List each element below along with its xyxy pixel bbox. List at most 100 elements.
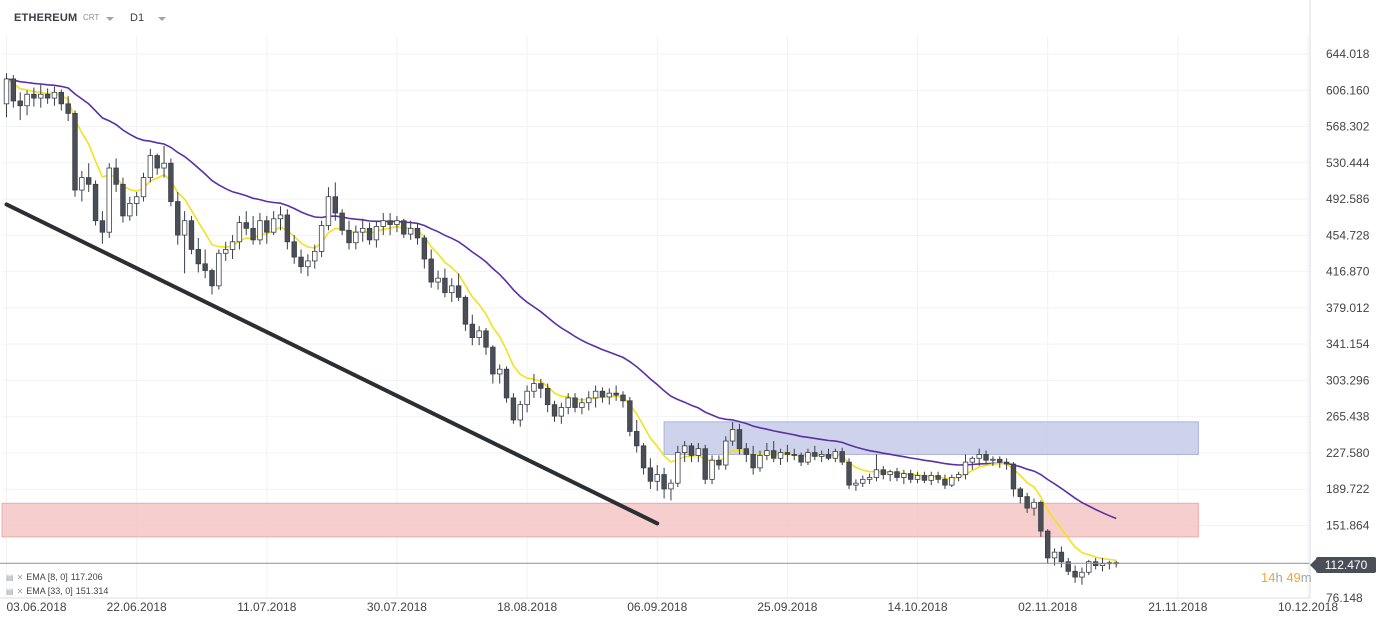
chevron-down-icon[interactable]	[158, 17, 166, 21]
candle	[1079, 567, 1085, 585]
x-tick-label: 25.09.2018	[757, 600, 817, 614]
candle	[908, 469, 914, 484]
candle	[695, 442, 702, 463]
candle-body	[613, 392, 619, 396]
candle	[921, 471, 928, 484]
candle-body	[435, 277, 441, 283]
candle-body	[188, 220, 195, 250]
candle	[449, 278, 455, 303]
y-axis[interactable]: 644.018 606.160 568.302 530.444 492.586 454.7…	[1309, 0, 1370, 605]
candle	[997, 456, 1003, 468]
indicator-ema-slow[interactable]: ▤ ✕ EMA [33, 0] 151.314	[6, 586, 108, 596]
ema-slow-line	[6, 78, 1117, 520]
candle-body	[517, 404, 523, 421]
x-axis[interactable]: 03.06.2018 22.06.2018 11.07.2018 30.07.2018…	[0, 597, 1338, 614]
candle	[305, 254, 311, 277]
candle-body	[168, 162, 174, 202]
y-tick-label: 303.296	[1326, 373, 1370, 387]
y-tick-label: 189.722	[1326, 482, 1370, 496]
candle	[709, 455, 715, 485]
candle-body	[969, 457, 976, 463]
candle	[990, 456, 996, 466]
candle	[818, 450, 825, 463]
candle-body	[229, 241, 236, 250]
candle-body	[908, 473, 914, 480]
candle	[380, 213, 386, 236]
candle	[216, 249, 222, 290]
candle	[312, 244, 318, 269]
candle	[373, 220, 380, 248]
candle	[791, 448, 797, 461]
candle-body	[1079, 571, 1085, 578]
y-tick-label: 568.302	[1326, 120, 1370, 134]
candle-body	[551, 404, 558, 417]
candle-body	[284, 214, 291, 243]
candle-body	[175, 201, 181, 236]
candle	[24, 90, 30, 116]
candle-body	[387, 220, 393, 225]
settings-icon[interactable]: ▤	[6, 572, 14, 582]
candle-body	[305, 260, 311, 268]
candle-body	[407, 227, 414, 235]
candle-body	[127, 203, 133, 217]
candle	[414, 222, 421, 245]
data-source-select[interactable]: CRT	[83, 13, 100, 22]
candle-body	[1031, 501, 1037, 509]
candle-body	[1010, 463, 1017, 490]
candle	[675, 445, 681, 488]
candle-countdown: 14h 49m	[1261, 570, 1312, 585]
candle	[777, 448, 784, 465]
candle-body	[661, 474, 667, 490]
candle	[161, 145, 167, 178]
candle	[442, 268, 448, 298]
symbol-name[interactable]: ETHEREUM	[14, 12, 78, 24]
candle	[503, 366, 510, 403]
candle	[298, 249, 304, 274]
indicator-ema-fast[interactable]: ▤ ✕ EMA [8, 0] 117.206	[6, 572, 103, 582]
candle	[812, 445, 818, 461]
candle-body	[668, 482, 674, 490]
candle-body	[812, 452, 818, 457]
candle	[716, 455, 722, 470]
chevron-down-icon[interactable]	[106, 17, 114, 21]
candle	[688, 442, 695, 463]
candle-body	[709, 459, 715, 480]
candle	[736, 423, 743, 455]
candle	[784, 444, 791, 463]
candle-body	[10, 78, 17, 102]
candle-body	[729, 429, 736, 442]
candle	[58, 89, 64, 111]
candle-body	[332, 196, 338, 214]
candle	[681, 441, 688, 463]
timeframe-select[interactable]: D1	[130, 12, 145, 24]
candle-body	[325, 196, 332, 226]
candle-body	[339, 212, 345, 231]
support-zone	[1, 502, 1199, 538]
candle	[647, 458, 654, 489]
candle-body	[866, 477, 873, 480]
close-icon[interactable]: ✕	[16, 572, 24, 582]
candle	[229, 235, 236, 260]
candle-body	[421, 237, 428, 260]
candle	[1003, 458, 1010, 470]
candle	[359, 218, 366, 242]
candle	[544, 383, 551, 413]
x-tick-label: 10.12.2018	[1278, 600, 1338, 614]
candle-body	[380, 220, 386, 227]
candle-body	[675, 452, 681, 484]
candle-body	[414, 227, 421, 239]
candle	[407, 220, 414, 240]
x-tick-label: 03.06.2018	[7, 600, 67, 614]
candle-body	[565, 397, 571, 408]
candle-body	[483, 330, 489, 348]
close-icon[interactable]: ✕	[16, 586, 24, 596]
ema-fast-line	[6, 78, 1117, 562]
candle-body	[1017, 488, 1023, 498]
settings-icon[interactable]: ▤	[6, 586, 14, 596]
candle-body	[106, 167, 112, 233]
candle	[469, 314, 475, 346]
candle	[531, 373, 537, 398]
candle-body	[496, 368, 503, 375]
candle-body	[462, 296, 469, 325]
